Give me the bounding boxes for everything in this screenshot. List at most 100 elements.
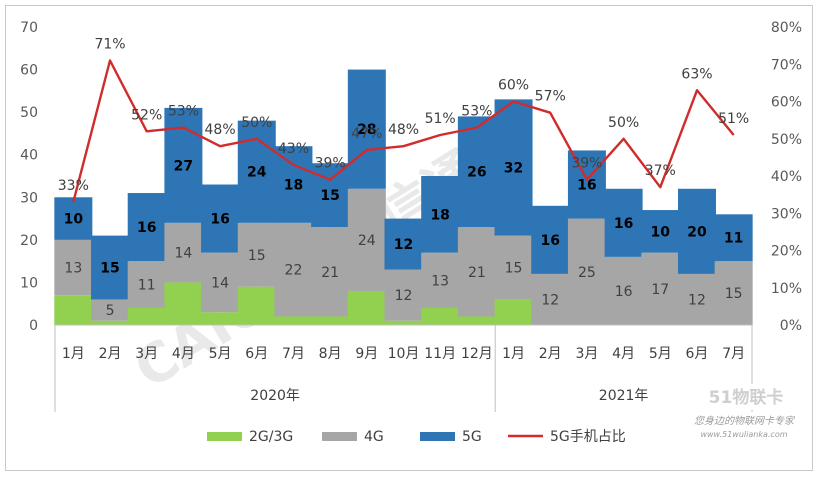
bar-segment-4g	[54, 239, 93, 296]
bar-segment-4g	[714, 261, 753, 325]
data-label-5g: 24	[247, 165, 267, 181]
data-label-4g: 24	[358, 233, 376, 249]
x-axis-category: 3月	[575, 346, 598, 362]
left-axis-tick: 10	[20, 275, 38, 291]
data-label-5g: 27	[174, 158, 193, 174]
line-data-label: 63%	[681, 66, 712, 82]
data-label-5g: 18	[284, 178, 303, 194]
bar-segment-5g	[567, 150, 606, 219]
bar-segment-4g	[677, 273, 716, 325]
bar-segment-5g	[201, 184, 240, 253]
data-label-5g: 16	[210, 212, 229, 228]
bar-segment-2g-3g	[421, 307, 460, 325]
bar-segment-4g	[384, 269, 423, 321]
bar-segment-4g	[641, 252, 680, 325]
x-axis-category: 6月	[686, 346, 709, 362]
data-label-5g: 28	[357, 122, 376, 138]
bar-segment-5g	[641, 210, 680, 253]
x-group-label: 2020年	[250, 388, 300, 404]
right-axis-tick: 80%	[771, 20, 802, 36]
logo-tagline: 您身边的物联网卡专家	[694, 415, 796, 427]
bar-segment-5g	[604, 188, 643, 257]
bar-segment-2g-3g	[311, 316, 350, 325]
bar-segment-4g	[567, 218, 606, 325]
line-data-label: 39%	[571, 156, 602, 172]
bar-segment-2g-3g	[54, 295, 93, 325]
logo-url: www.51wulianka.com	[700, 430, 787, 439]
x-axis-category: 7月	[282, 346, 305, 362]
bar-segment-4g	[237, 222, 276, 287]
data-label-4g: 11	[138, 278, 156, 294]
bar-segment-2g-3g	[457, 316, 496, 325]
data-label-5g: 10	[651, 224, 671, 240]
line-data-label: 71%	[94, 37, 125, 53]
data-label-4g: 15	[725, 286, 743, 302]
line-data-label: 53%	[461, 104, 492, 120]
data-label-4g: 14	[174, 246, 192, 262]
line-data-label: 51%	[718, 111, 749, 127]
x-axis-category: 2月	[539, 346, 562, 362]
bar-segment-4g	[311, 227, 350, 317]
bar-segment-5g	[54, 197, 93, 240]
x-axis-category: 7月	[722, 346, 745, 362]
line-data-label: 50%	[241, 115, 272, 131]
x-axis-category: 2月	[99, 346, 122, 362]
line-data-label: 39%	[315, 156, 346, 172]
bar-segment-2g-3g	[274, 316, 313, 325]
legend-label: 5G手机占比	[550, 429, 626, 445]
legend-swatch	[322, 432, 357, 441]
left-axis-tick: 60	[20, 63, 38, 79]
bar-segment-2g-3g	[237, 286, 276, 325]
bar-segment-4g	[457, 227, 496, 317]
data-label-4g: 12	[688, 292, 706, 308]
left-axis-tick: 20	[20, 233, 38, 249]
x-group-label: 2021年	[599, 388, 649, 404]
bar-segment-5g	[677, 188, 716, 274]
line-data-label: 51%	[425, 111, 456, 127]
x-axis-category: 5月	[649, 346, 672, 362]
data-label-5g: 15	[320, 188, 339, 204]
bar-segment-4g	[91, 299, 130, 321]
x-axis-category: 9月	[355, 346, 378, 362]
bar-segment-4g	[494, 235, 533, 300]
line-data-label: 52%	[131, 107, 162, 123]
data-label-4g: 22	[285, 263, 303, 279]
data-label-4g: 25	[578, 265, 596, 281]
data-label-5g: 32	[504, 160, 523, 176]
bar-segment-5g	[127, 193, 166, 262]
bar-segment-5g	[531, 205, 570, 274]
site-logo: 51物联卡 您身边的物联网卡专家 www.51wulianka.com	[678, 384, 810, 439]
x-axis-category: 5月	[209, 346, 232, 362]
right-axis-tick: 30%	[771, 206, 802, 222]
logo-background	[678, 384, 810, 410]
x-axis-category: 6月	[245, 346, 268, 362]
data-label-4g: 21	[321, 265, 339, 281]
bar-segment-4g	[127, 261, 166, 308]
data-label-5g: 16	[577, 178, 596, 194]
x-axis-category: 11月	[424, 346, 456, 362]
bar-segment-2g-3g	[347, 290, 386, 325]
left-axis-tick: 0	[29, 318, 38, 334]
data-label-4g: 17	[651, 282, 669, 298]
bar-segment-5g	[384, 218, 423, 270]
bar-segment-5g	[421, 176, 460, 253]
line-layer: 33% 71% 52% 53% 48% 50% 43% 39% 47% 48% 51% 53% 60% 5…	[58, 37, 749, 203]
data-label-4g: 15	[248, 248, 266, 264]
legend-label: 4G	[364, 429, 384, 445]
right-axis-tick: 0%	[780, 318, 802, 334]
data-label-4g: 5	[106, 303, 115, 319]
bar-segment-4g	[164, 222, 203, 283]
right-axis-tick: 10%	[771, 281, 802, 297]
bar-segment-4g	[201, 252, 240, 313]
data-label-5g: 11	[724, 231, 743, 247]
legend: 2G/3G 4G 5G 5G手机占比	[207, 429, 626, 445]
legend-label: 5G	[462, 429, 482, 445]
bar-segment-5g	[494, 99, 533, 236]
bar-segment-4g	[274, 222, 313, 317]
data-label-4g: 12	[541, 292, 559, 308]
x-axis-category: 10月	[388, 346, 420, 362]
legend-label: 2G/3G	[249, 429, 293, 445]
line-data-label: 43%	[278, 141, 309, 157]
bar-segment-2g-3g	[201, 312, 240, 325]
x-axis-category: 3月	[135, 346, 158, 362]
